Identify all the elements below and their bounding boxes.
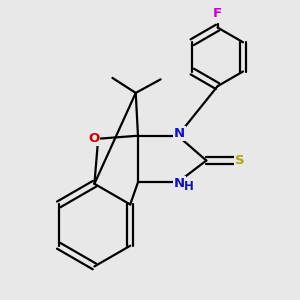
Text: N: N — [174, 177, 185, 190]
Text: O: O — [88, 132, 99, 145]
Text: S: S — [235, 154, 244, 167]
Text: H: H — [184, 180, 194, 193]
Text: N: N — [174, 128, 185, 140]
Text: F: F — [213, 7, 222, 20]
